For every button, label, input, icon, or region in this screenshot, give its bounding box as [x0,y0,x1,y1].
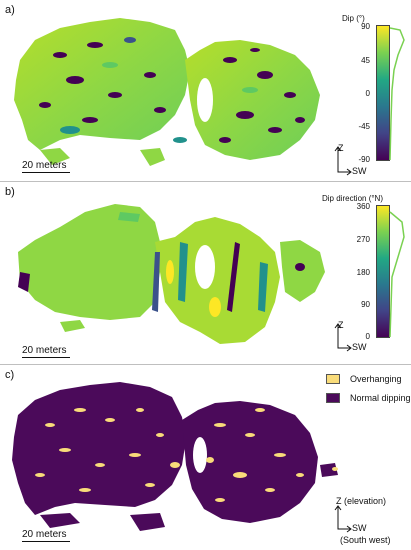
scale-bar-a [22,172,70,173]
dip-direction-patches [18,212,305,317]
outcrop-left-c [12,382,186,515]
steep-dip-patches [39,37,305,143]
legend-swatch-overhanging [326,374,340,384]
tick-a-0: 90 [361,22,370,31]
axis-arrows-c [334,505,352,533]
panel-label-b: b) [5,186,15,198]
panel-b: b) 20 meters Dip direction (°N) 360 270 … [0,182,411,365]
legend-label-normal-dipping: Normal dipping [350,393,411,403]
scale-bar-c [22,541,70,542]
axis-z-c: Z (elevation) [336,496,387,506]
outcrop-left-a [14,18,190,150]
tick-a-4: -90 [358,155,370,164]
dip-map [14,18,320,166]
tick-a-2: 0 [365,89,370,98]
colorbar-histogram-a [334,27,405,176]
panel-c: c) 20 meters Overhanging Normal dipping … [0,365,411,550]
panel-a: a) 20 meters Dip (°) 90 45 0 -45 -90 Z S… [0,0,411,182]
legend-label-overhanging: Overhanging [350,374,402,384]
colorbar-histogram-b [334,211,405,352]
axis-sw-c: SW [352,523,367,533]
axis-z-a: Z [338,143,344,153]
panel-label-a: a) [5,4,15,16]
axis-sw-a: SW [352,166,367,176]
outcrop-right-c [182,401,318,523]
tick-a-3: -45 [358,122,370,131]
tick-b-2: 180 [356,268,370,277]
outcrop-right-a [185,40,320,160]
axis-z-b: Z [338,320,344,330]
dip-direction-map [18,204,325,344]
tick-b-3: 90 [361,300,370,309]
overhang-classification-map [12,382,338,531]
outcrop-left-b [18,204,160,320]
scale-label-a: 20 meters [22,160,67,171]
scale-label-c: 20 meters [22,529,67,540]
scale-bar-b [22,357,70,358]
scale-label-b: 20 meters [22,345,67,356]
colorbar-b [376,205,390,338]
colorbar-title-a: Dip (°) [342,14,365,23]
tick-b-4: 0 [365,332,370,341]
tick-b-1: 270 [356,235,370,244]
overhanging-patches [35,408,338,502]
legend-swatch-normal-dipping [326,393,340,403]
medium-dip-patches [60,62,258,143]
colorbar-a [376,25,390,161]
panel-label-c: c) [5,369,15,381]
tick-b-0: 360 [356,202,370,211]
axis-sw-b: SW [352,342,367,352]
tick-a-1: 45 [361,56,370,65]
axis-sw-sub-c: (South west) [340,535,391,545]
colorbar-title-b: Dip direction (°N) [322,194,383,203]
